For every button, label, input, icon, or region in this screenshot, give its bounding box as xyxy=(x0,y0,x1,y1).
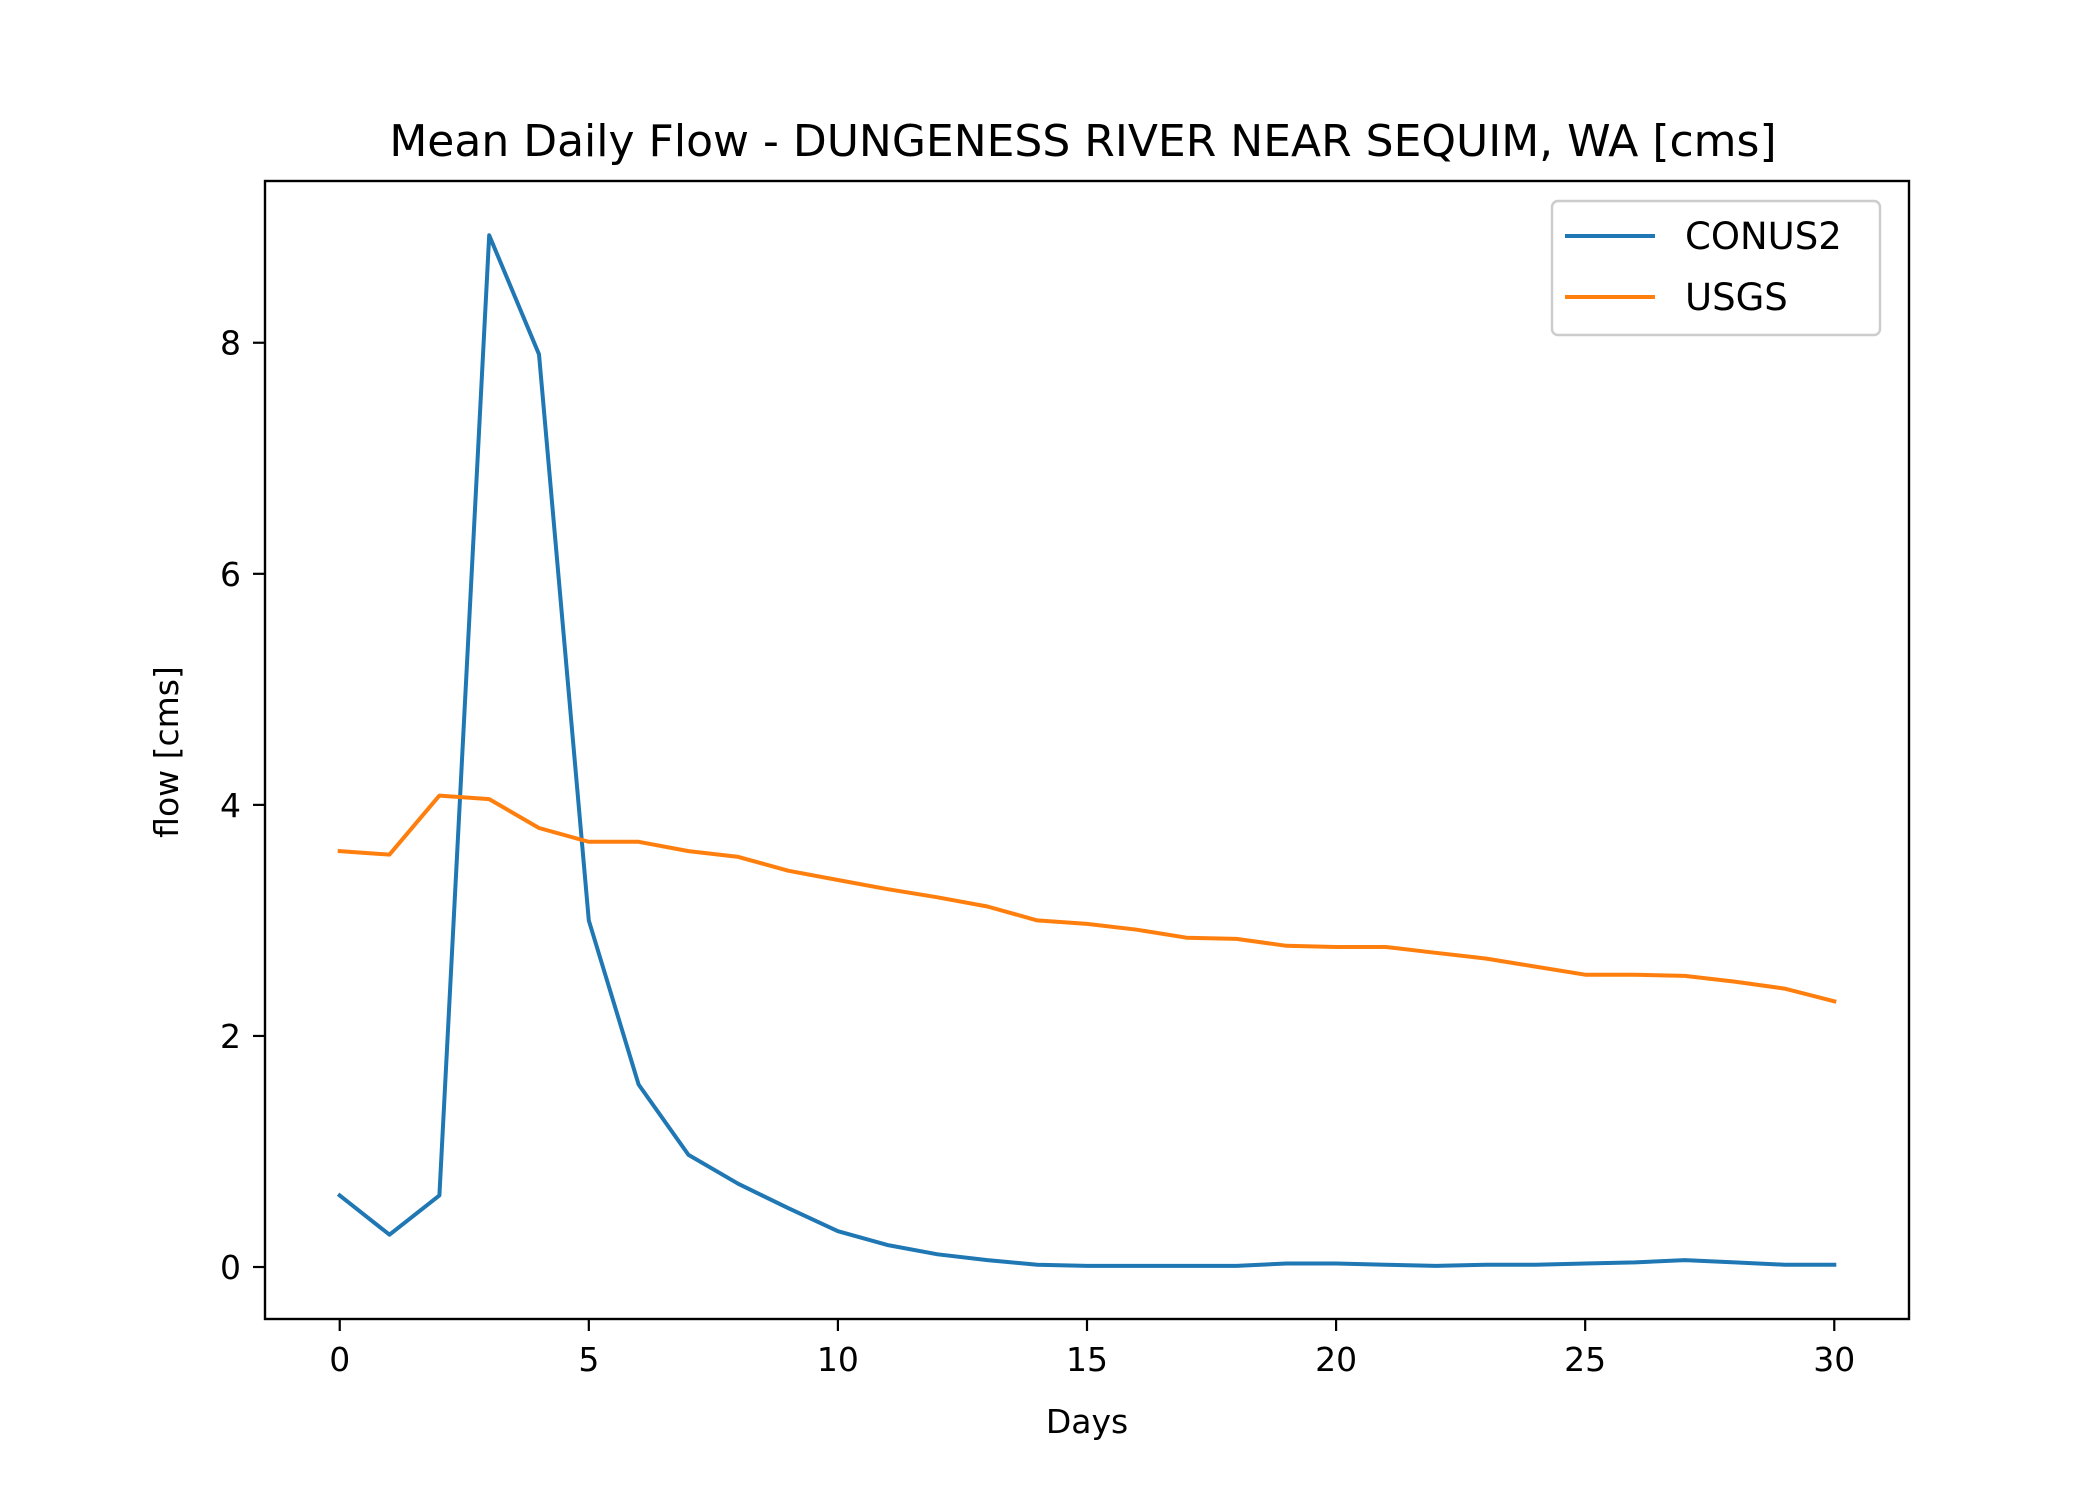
x-tick-label: 15 xyxy=(1066,1340,1108,1379)
x-tick-label: 10 xyxy=(817,1340,859,1379)
chart-title: Mean Daily Flow - DUNGENESS RIVER NEAR S… xyxy=(389,116,1776,167)
legend: CONUS2 USGS xyxy=(1550,199,1882,337)
y-axis-label: flow [cms] xyxy=(147,666,186,838)
x-tick-label: 5 xyxy=(578,1340,599,1379)
y-tick-label: 0 xyxy=(220,1248,241,1287)
x-tick-label: 0 xyxy=(329,1340,350,1379)
y-tick-label: 8 xyxy=(220,324,241,363)
x-axis: 0 5 10 15 20 25 30 xyxy=(329,1319,1855,1379)
series-layer xyxy=(336,233,1837,1268)
x-tick-label: 30 xyxy=(1813,1340,1855,1379)
y-tick-label: 6 xyxy=(220,555,241,594)
y-tick-label: 2 xyxy=(220,1017,241,1056)
series-line-usgs xyxy=(337,793,1837,1004)
y-axis: 0 2 4 6 8 xyxy=(220,324,265,1287)
legend-label-usgs: USGS xyxy=(1685,276,1788,319)
legend-label-conus2: CONUS2 xyxy=(1685,215,1842,258)
y-tick-label: 4 xyxy=(220,786,241,825)
series-line-conus2 xyxy=(336,233,1837,1268)
x-tick-label: 20 xyxy=(1315,1340,1357,1379)
x-tick-label: 25 xyxy=(1564,1340,1606,1379)
x-axis-label: Days xyxy=(1046,1402,1128,1441)
